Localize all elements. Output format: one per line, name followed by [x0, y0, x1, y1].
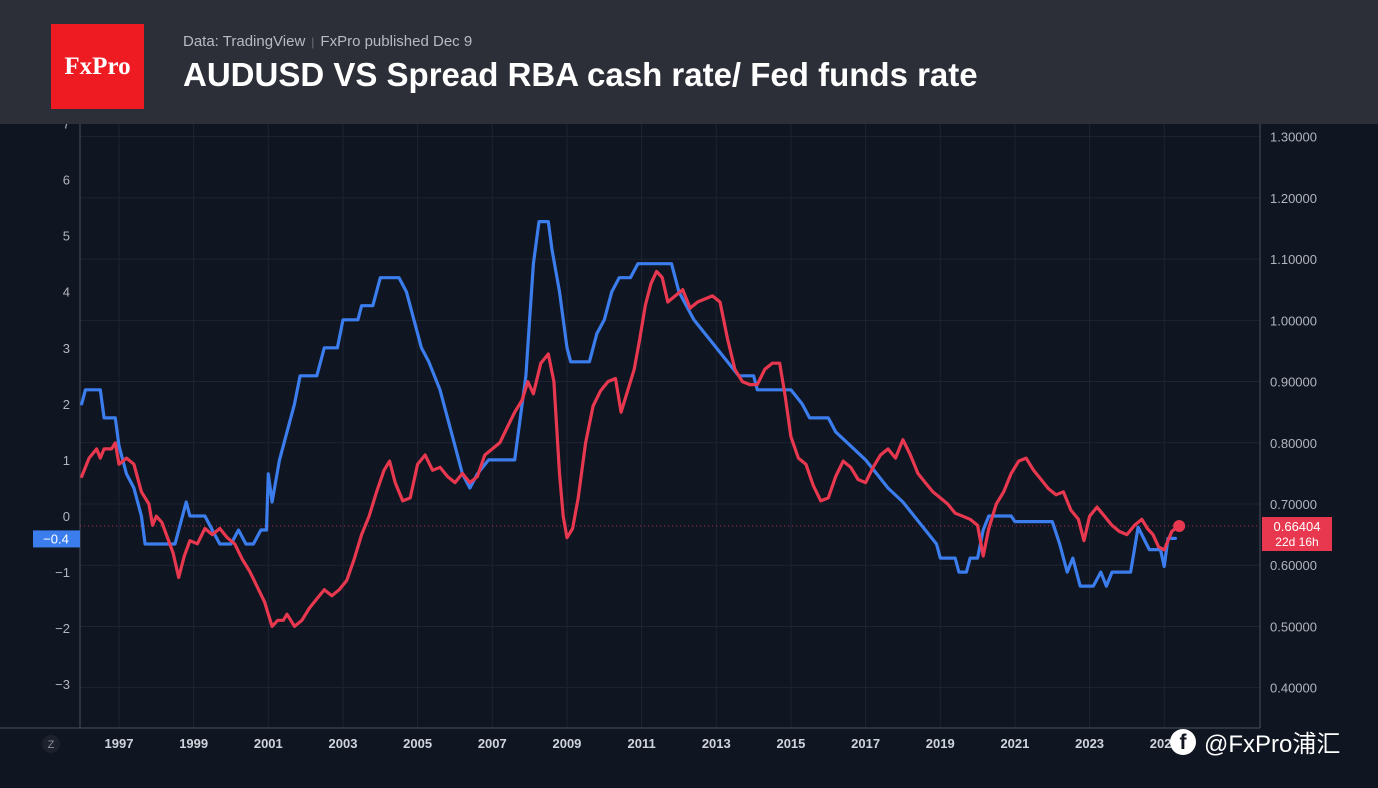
z-button-label: Z: [48, 739, 55, 751]
audusd-last-value: 0.66404: [1274, 519, 1321, 534]
spread-last-value: −0.4: [43, 531, 69, 546]
facebook-icon: f: [1170, 728, 1196, 755]
chart-area[interactable]: 7 6 5 4 3 2 1 0 −1 −2 −3 1.30000 1.20000 1.10000 1.000…: [0, 124, 1378, 788]
x-tick-label: 2001: [254, 736, 283, 751]
right-tick-label: 1.20000: [1270, 191, 1317, 206]
right-tick-label: 1.10000: [1270, 252, 1317, 267]
x-tick-label: 2015: [776, 736, 805, 751]
chart-source-line: Data: TradingView | FxPro published Dec 9: [183, 33, 472, 50]
x-tick-label: 2009: [552, 736, 581, 751]
audusd-last-point: [1173, 520, 1186, 533]
x-tick-label: 2021: [1000, 736, 1029, 751]
x-tick-label: 2013: [702, 736, 731, 751]
x-tick-label: 2007: [478, 736, 507, 751]
left-tick-label: 7: [63, 124, 70, 132]
separator: |: [311, 35, 315, 49]
right-tick-label: 0.40000: [1270, 681, 1317, 696]
published-text: FxPro published Dec 9: [320, 33, 473, 50]
left-tick-label: 4: [63, 285, 70, 300]
right-tick-label: 0.80000: [1270, 436, 1317, 451]
left-tick-label: 6: [63, 173, 70, 188]
right-tick-label: 0.90000: [1270, 375, 1317, 390]
left-tick-label: −1: [55, 565, 70, 580]
left-tick-label: −2: [55, 621, 70, 636]
left-tick-label: 0: [63, 509, 70, 524]
audusd-line: [80, 269, 1181, 628]
watermark: f @FxPro浦汇: [1170, 724, 1340, 759]
header-bar: FxPro Data: TradingView | FxPro published …: [0, 0, 1378, 124]
x-tick-label: 2011: [628, 736, 656, 751]
left-tick-label: −3: [55, 677, 70, 692]
chart-title: AUDUSD VS Spread RBA cash rate/ Fed fund…: [183, 56, 978, 93]
watermark-text: @FxPro浦汇: [1204, 731, 1341, 758]
fxpro-logo[interactable]: FxPro: [51, 24, 144, 109]
x-tick-label: 2003: [329, 736, 358, 751]
left-tick-label: 2: [63, 397, 70, 412]
x-tick-label: 1997: [105, 736, 134, 751]
right-tick-label: 0.50000: [1270, 619, 1317, 634]
spread-line: [80, 220, 1177, 588]
left-tick-label: 3: [63, 341, 70, 356]
right-tick-label: 0.60000: [1270, 558, 1317, 573]
right-tick-label: 1.00000: [1270, 313, 1317, 328]
x-tick-label: 1999: [179, 736, 208, 751]
left-tick-label: 1: [63, 453, 70, 468]
right-tick-label: 1.30000: [1270, 130, 1317, 145]
right-tick-label: 0.70000: [1270, 497, 1317, 512]
source-text: Data: TradingView: [183, 33, 306, 50]
x-tick-label: 2017: [851, 736, 880, 751]
z-button[interactable]: [42, 735, 60, 753]
x-tick-label: 2023: [1075, 736, 1104, 751]
audusd-last-badge: [1262, 517, 1332, 552]
bar-countdown: 22d 16h: [1275, 535, 1318, 549]
spread-last-badge: [33, 530, 80, 548]
x-tick-label: 2019: [926, 736, 955, 751]
left-tick-label: 5: [63, 229, 70, 244]
x-tick-label: 2005: [403, 736, 432, 751]
